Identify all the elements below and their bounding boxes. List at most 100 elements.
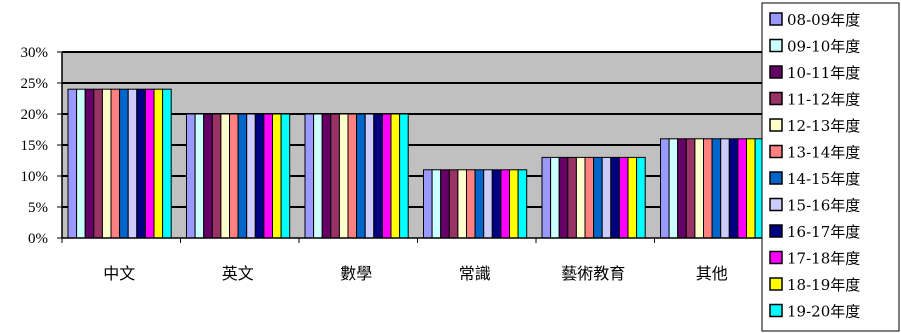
bar: [440, 169, 450, 239]
bar: [254, 113, 265, 239]
bar: [347, 113, 358, 239]
legend-label: 11-12年度: [787, 91, 860, 109]
bar: [330, 113, 340, 239]
bar: [737, 138, 748, 239]
legend-swatch: [769, 12, 783, 26]
category-label: 其他: [696, 264, 728, 283]
bar: [356, 113, 366, 239]
legend-label: 12-13年度: [787, 117, 860, 135]
legend-swatch: [769, 118, 783, 132]
y-axis-ticks: 0% 5% 10% 15% 20% 25% 30%: [21, 45, 62, 247]
bar: [101, 88, 112, 239]
bar: [474, 169, 485, 239]
legend-label: 17-18年度: [787, 250, 860, 268]
bar: [567, 156, 577, 239]
bar: [93, 88, 103, 239]
bar: [448, 169, 459, 239]
bar: [491, 169, 502, 239]
bar: [321, 113, 332, 239]
bar: [584, 156, 595, 239]
bar: [541, 156, 552, 239]
y-tick-label: 0%: [28, 231, 48, 247]
bar: [338, 113, 349, 239]
legend-label: 19-20年度: [787, 303, 860, 321]
legend-label: 16-17年度: [787, 223, 860, 241]
legend-label: 18-19年度: [787, 276, 860, 294]
bar: [203, 113, 213, 239]
bar: [229, 113, 239, 239]
bar: [220, 113, 230, 239]
bar: [194, 113, 205, 239]
legend-label: 08-09年度: [787, 11, 860, 29]
bar: [144, 88, 155, 239]
bar: [186, 113, 196, 239]
legend-swatch: [769, 250, 783, 265]
bar: [746, 138, 756, 239]
bar: [280, 113, 291, 239]
bar: [76, 88, 86, 239]
bar: [390, 113, 401, 239]
bar: [263, 113, 273, 239]
legend-swatch: [769, 91, 783, 106]
bar: [703, 138, 713, 239]
y-tick-label: 20%: [21, 107, 49, 123]
category-label: 常識: [459, 264, 491, 283]
bar: [660, 138, 670, 239]
bar: [373, 113, 383, 239]
bar: [211, 113, 222, 239]
legend-label: 09-10年度: [787, 38, 860, 56]
bar: [668, 138, 679, 239]
bar: [677, 138, 687, 239]
bar: [457, 169, 467, 239]
bar: [119, 88, 129, 239]
legend-swatch: [769, 144, 783, 159]
bar: [127, 88, 138, 239]
bar: [618, 156, 629, 239]
bar: [517, 169, 528, 239]
bar: [550, 156, 560, 239]
bar: [313, 113, 323, 239]
bar: [500, 169, 510, 239]
category-label: 藝術教育: [561, 264, 625, 283]
legend-box: [761, 2, 900, 332]
bar: [575, 156, 586, 239]
bar: [67, 88, 78, 239]
bar: [136, 88, 146, 239]
bar: [237, 113, 248, 239]
legend-swatch: [769, 65, 783, 79]
bar: [431, 169, 442, 239]
bar: [483, 169, 493, 239]
bar: [423, 169, 433, 239]
category-label: 中文: [103, 264, 135, 283]
y-tick-label: 25%: [21, 76, 49, 92]
bar: [466, 169, 476, 239]
legend: 08-09年度 09-10年度 10-11年度 11-12年度 12-13年度 13-14…: [761, 2, 900, 332]
y-tick-label: 5%: [28, 200, 48, 216]
legend-label: 13-14年度: [787, 144, 860, 162]
plot-area: [61, 51, 774, 243]
y-tick-label: 15%: [21, 138, 49, 154]
legend-swatch: [769, 303, 783, 318]
category-label: 數學: [340, 264, 372, 283]
legend-swatch: [769, 224, 783, 238]
legend-label: 10-11年度: [787, 64, 860, 82]
bar: [627, 156, 638, 239]
bar: [593, 156, 603, 239]
legend-swatch: [769, 171, 783, 185]
legend-swatch: [769, 197, 783, 212]
bar: [728, 138, 739, 239]
bar: [720, 138, 730, 239]
bar: [272, 113, 282, 239]
y-tick-label: 10%: [21, 169, 49, 185]
legend-swatch: [769, 38, 783, 53]
x-axis-categories: 中文 英文 數學 常識 藝術教育 其他: [103, 264, 728, 283]
bar: [636, 156, 646, 239]
bar: [364, 113, 375, 239]
bar: [84, 88, 95, 239]
bar: [162, 88, 172, 239]
bar: [694, 138, 705, 239]
y-tick-label: 30%: [21, 45, 49, 61]
bar: [610, 156, 620, 239]
bar: [558, 156, 569, 239]
